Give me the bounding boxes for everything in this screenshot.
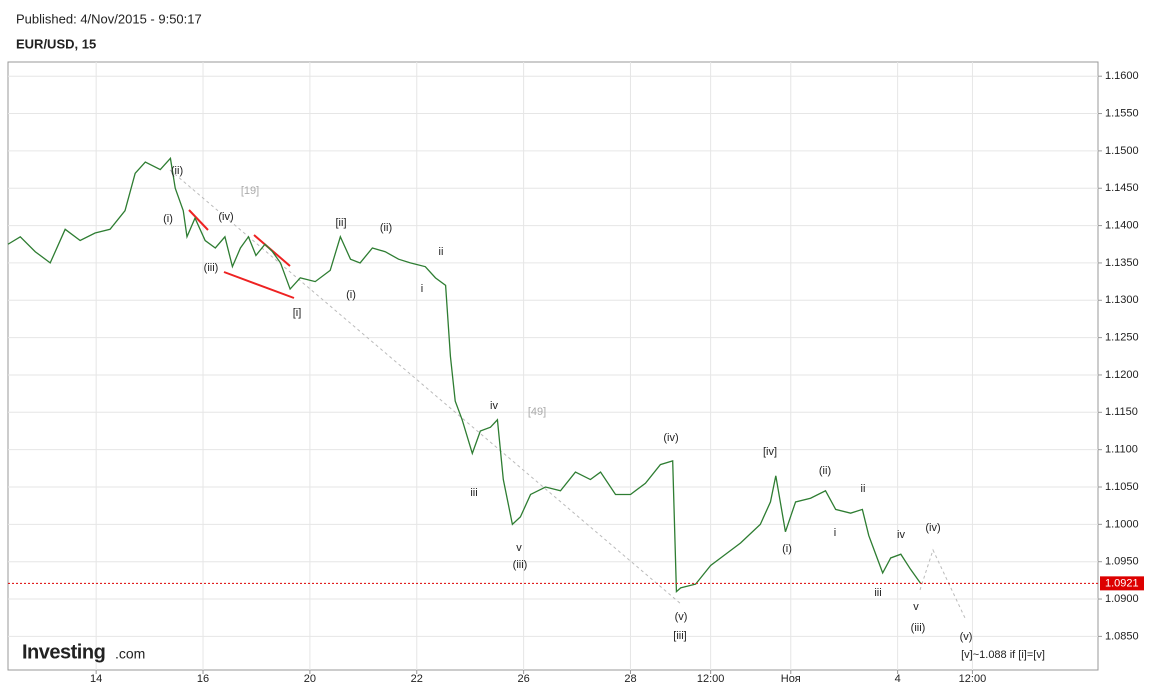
wave-label: iv <box>897 529 905 541</box>
wave-label: (iii) <box>204 262 219 274</box>
x-tick-label: 12:00 <box>959 673 987 685</box>
wave-label: iii <box>874 587 881 599</box>
y-tick-label: 1.1200 <box>1105 369 1139 381</box>
x-tick-label: 4 <box>895 673 901 685</box>
brand-suffix: .com <box>115 646 145 662</box>
wave-label: (i) <box>782 543 792 555</box>
wave-label: (v) <box>675 611 688 623</box>
y-tick-label: 1.0900 <box>1105 593 1139 605</box>
wave-label: [v]~1.088 if [i]=[v] <box>961 649 1045 661</box>
y-tick-label: 1.1000 <box>1105 518 1139 530</box>
y-tick-label: 1.0950 <box>1105 556 1139 568</box>
wave-label: [iv] <box>763 446 777 458</box>
wedge-line <box>188 209 209 231</box>
wave-label: v <box>913 601 919 613</box>
y-tick-label: 1.1550 <box>1105 107 1139 119</box>
wave-label: (iii) <box>513 559 528 571</box>
last-price-tag <box>1100 576 1144 591</box>
wave-label: (v) <box>960 631 973 643</box>
wave-label: (iv) <box>925 522 940 534</box>
wave-label: [ii] <box>336 217 347 229</box>
x-tick-label: 16 <box>197 673 209 685</box>
wave-label: (iv) <box>663 432 678 444</box>
y-tick-label: 1.1250 <box>1105 332 1139 344</box>
y-tick-label: 1.0850 <box>1105 630 1139 642</box>
y-tick-label: 1.1300 <box>1105 294 1139 306</box>
wave-label: i <box>834 527 836 539</box>
x-tick-label: 20 <box>304 673 316 685</box>
y-tick-label: 1.1150 <box>1105 406 1138 418</box>
last-price-label: 1.0921 <box>1105 577 1139 589</box>
wave-label: (iv) <box>218 211 233 223</box>
x-tick-label: 14 <box>90 673 102 685</box>
wave-label: ii <box>861 483 866 495</box>
wedge-line <box>223 271 295 299</box>
subtitle: Published: 4/Nov/2015 - 9:50:17 <box>16 11 202 26</box>
wave-label: (ii) <box>171 165 183 177</box>
chart-title: EUR/USD, 15 <box>16 36 96 51</box>
wave-label: (ii) <box>819 465 831 477</box>
y-tick-label: 1.1500 <box>1105 145 1139 157</box>
brand-name: Investing <box>22 641 105 663</box>
y-tick-label: 1.1350 <box>1105 257 1139 269</box>
x-tick-label: 12:00 <box>697 673 725 685</box>
wave-label: [49] <box>528 406 546 418</box>
projection <box>919 548 966 619</box>
wave-label: iv <box>490 400 498 412</box>
wave-label: v <box>516 542 522 554</box>
wave-label: (i) <box>163 213 173 225</box>
wave-label: (iii) <box>911 622 926 634</box>
wave-label: [19] <box>241 185 259 197</box>
y-tick-label: 1.1600 <box>1105 70 1139 82</box>
y-tick-label: 1.1100 <box>1105 444 1138 456</box>
x-tick-label: 22 <box>411 673 423 685</box>
x-tick-label: Ноя <box>781 673 801 685</box>
wave-label: iii <box>470 487 477 499</box>
wave-label: [iii] <box>673 630 686 642</box>
wave-label: (ii) <box>380 222 392 234</box>
y-tick-label: 1.1400 <box>1105 219 1139 231</box>
wave-label: i <box>421 283 423 295</box>
wave-label: [i] <box>293 307 302 319</box>
y-tick-label: 1.1450 <box>1105 182 1139 194</box>
x-tick-label: 28 <box>624 673 636 685</box>
wave-label: (i) <box>346 289 356 301</box>
x-tick-label: 26 <box>517 673 529 685</box>
wave-label: ii <box>439 246 444 258</box>
plot-frame <box>7 61 1099 671</box>
trend-line <box>169 169 682 605</box>
y-tick-label: 1.1050 <box>1105 481 1139 493</box>
price-line <box>7 156 922 593</box>
